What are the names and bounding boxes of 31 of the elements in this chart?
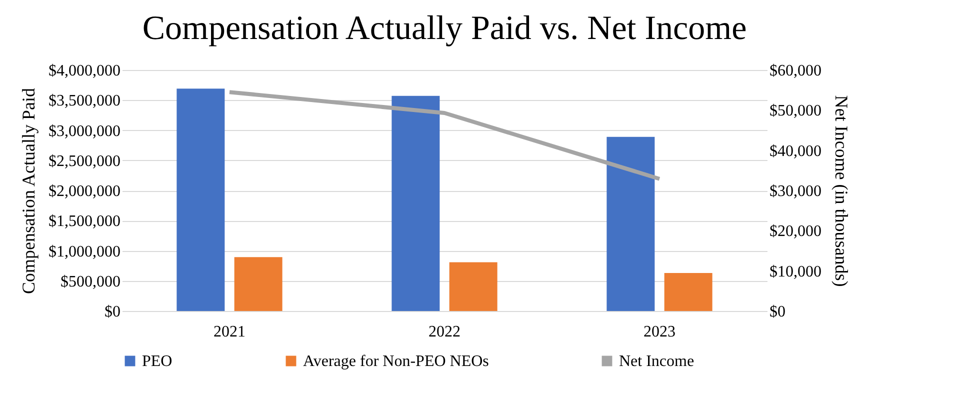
y-axis-title: Compensation Actually Paid [18, 88, 38, 294]
y2-tick-label: $60,000 [770, 62, 822, 80]
legend-label: Average for Non-PEO NEOs [303, 353, 489, 370]
y2-tick-label: $10,000 [770, 263, 822, 280]
bar [449, 262, 498, 311]
bar [664, 273, 712, 311]
bar [392, 96, 440, 311]
y2-tick-label: $40,000 [770, 142, 822, 160]
legend-label: PEO [142, 353, 172, 370]
y2-tick-label: $30,000 [770, 183, 822, 200]
y-tick-label: $4,000,000 [48, 62, 120, 80]
y-tick-label: $1,000,000 [48, 243, 120, 260]
y-tick-label: $3,500,000 [48, 92, 120, 110]
x-tick-label: 2023 [644, 324, 676, 340]
y-tick-label: $2,500,000 [48, 152, 120, 170]
bar [606, 136, 655, 311]
y2-tick-label: $20,000 [770, 223, 822, 240]
x-tick-label: 2022 [428, 324, 460, 340]
bar [234, 257, 282, 311]
y-tick-label: $500,000 [60, 273, 120, 290]
y2-tick-label: $50,000 [770, 102, 822, 120]
y-tick-label: $2,000,000 [48, 183, 120, 200]
legend-label: Net Income [619, 353, 694, 370]
y2-tick-label: $0 [770, 304, 786, 320]
y2-axis-title: Net Income (in thousands) [832, 95, 852, 287]
y-tick-label: $3,000,000 [48, 122, 120, 140]
y-tick-label: $0 [104, 304, 120, 320]
chart-title: Compensation Actually Paid vs. Net Income [142, 10, 747, 47]
bar [176, 88, 225, 311]
x-tick-label: 2021 [214, 324, 246, 340]
y-tick-label: $1,500,000 [48, 213, 120, 230]
